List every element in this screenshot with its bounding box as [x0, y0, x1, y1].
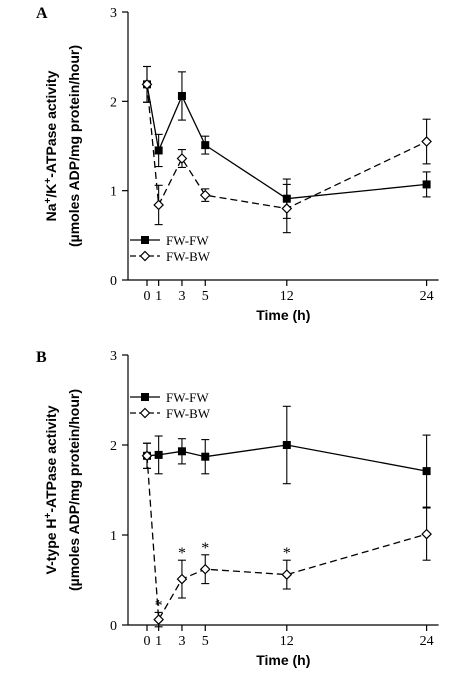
significance-marker: * [283, 545, 291, 562]
legend-label: FW-FW [166, 233, 209, 248]
legend-label: FW-BW [166, 406, 211, 421]
series-fw-fw [143, 405, 431, 508]
y-tick-label: 3 [110, 349, 117, 364]
y-axis-title-line2: (µmoles ADP/mg protein/hour) [66, 45, 82, 247]
data-point [177, 447, 186, 456]
y-axis-title-part: Na [43, 203, 59, 221]
y-tick-label: 2 [110, 439, 117, 454]
x-axis-title: Time (h) [256, 307, 310, 323]
data-point [421, 528, 432, 540]
data-point [153, 614, 164, 625]
series-line [146, 455, 427, 622]
y-axis-title-part: V-type H [43, 518, 59, 574]
data-point [201, 452, 210, 461]
data-point [141, 79, 153, 90]
superscript: + [43, 197, 54, 203]
y-tick-label: 0 [110, 619, 117, 634]
significance-marker: * [178, 545, 186, 562]
data-point [177, 91, 186, 100]
panel-letter: A [36, 5, 48, 22]
data-point [176, 153, 188, 164]
data-point [153, 199, 164, 211]
superscript: + [43, 512, 54, 518]
y-tick-label: 1 [110, 185, 117, 200]
x-tick-label: 12 [280, 289, 294, 304]
y-axis-title-line1: Na+/K+-ATPase activity [43, 70, 60, 221]
legend-marker [141, 236, 149, 244]
data-point [281, 203, 293, 214]
x-tick-label: 3 [178, 634, 185, 649]
y-axis-title-line2: (µmoles ADP/mg protein/hour) [66, 389, 82, 591]
data-point [154, 450, 163, 459]
data-point [421, 136, 432, 147]
y-axis-title-part: -ATPase activity [43, 405, 59, 512]
legend-marker [139, 250, 151, 262]
series-fw-bw [141, 65, 432, 234]
x-tick-label: 1 [155, 289, 162, 304]
y-tick-label: 3 [110, 6, 117, 21]
panel-letter: B [36, 349, 47, 366]
y-axis-title-line1: V-type H+-ATPase activity [43, 405, 60, 574]
legend-label: FW-BW [166, 249, 211, 264]
x-tick-label: 24 [420, 634, 434, 649]
x-tick-label: 5 [202, 634, 209, 649]
data-point [176, 573, 188, 585]
x-tick-label: 5 [202, 289, 209, 304]
data-point [281, 569, 293, 580]
x-tick-label: 12 [280, 634, 294, 649]
data-point [199, 189, 211, 201]
series-fw-bw [141, 442, 432, 628]
data-point [282, 441, 291, 449]
x-tick-label: 3 [178, 289, 185, 304]
superscript: + [43, 178, 54, 184]
significance-marker: * [201, 540, 209, 557]
y-axis-title-part: -ATPase activity [43, 70, 59, 177]
y-tick-label: 2 [110, 95, 117, 110]
data-point [141, 450, 153, 462]
legend-label: FW-FW [166, 390, 209, 405]
x-tick-label: 24 [420, 289, 434, 304]
data-point [154, 146, 163, 155]
x-tick-label: 1 [155, 634, 162, 649]
x-tick-label: 0 [144, 289, 151, 304]
y-axis-title-part: /K [43, 184, 59, 198]
legend-marker [141, 393, 149, 401]
legend-marker [139, 407, 151, 419]
x-axis-title: Time (h) [256, 652, 310, 668]
x-tick-label: 0 [144, 634, 151, 649]
data-point [422, 180, 431, 189]
series-line [146, 84, 427, 200]
significance-marker: * [155, 597, 163, 614]
data-point [199, 563, 211, 575]
data-point [422, 467, 431, 476]
data-point [201, 141, 210, 150]
y-tick-label: 1 [110, 529, 117, 544]
y-tick-label: 0 [110, 274, 117, 289]
